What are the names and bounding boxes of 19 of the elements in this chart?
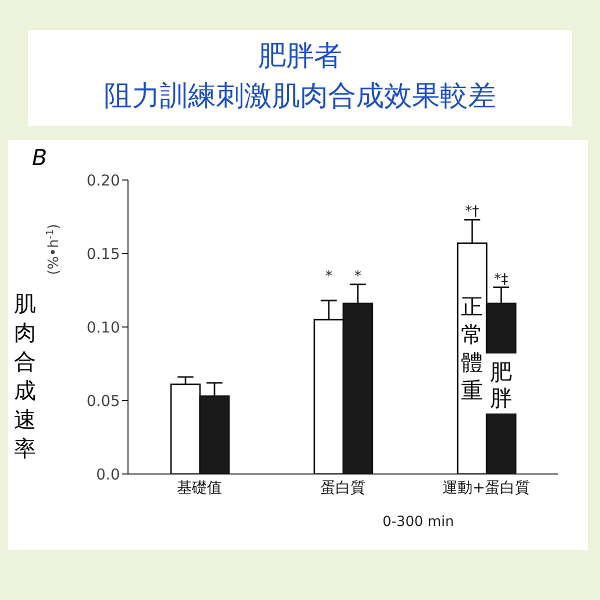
data-label: * xyxy=(354,268,362,284)
y-tick-label: 0.05 xyxy=(86,392,120,410)
text: B xyxy=(32,146,48,171)
y-tick-label: 0.20 xyxy=(86,171,120,190)
data-label: * xyxy=(325,268,332,284)
x-axis-title: 0-300 min xyxy=(382,514,454,530)
chart-title: 肥胖者 xyxy=(257,38,343,74)
data-label: *‡ xyxy=(494,271,508,288)
data-label: *† xyxy=(465,204,480,220)
y-axis-title: 肌肉合成速率 xyxy=(8,290,42,464)
x-tick-label: 運動+蛋白質 xyxy=(442,478,530,497)
x-tick-label: 蛋白質 xyxy=(320,478,366,497)
x-tick-label: 基礎值 xyxy=(177,478,222,497)
series-label: 肥胖 xyxy=(490,360,512,412)
series-label: 正常體重 xyxy=(461,295,484,404)
y-tick-label: 0.10 xyxy=(86,318,120,336)
chart-subtitle: 阻力訓練刺激肌肉合成效果較差 xyxy=(103,78,497,114)
y-tick-label: 0.0 xyxy=(96,465,120,484)
y-tick-label: 0.15 xyxy=(86,244,120,263)
